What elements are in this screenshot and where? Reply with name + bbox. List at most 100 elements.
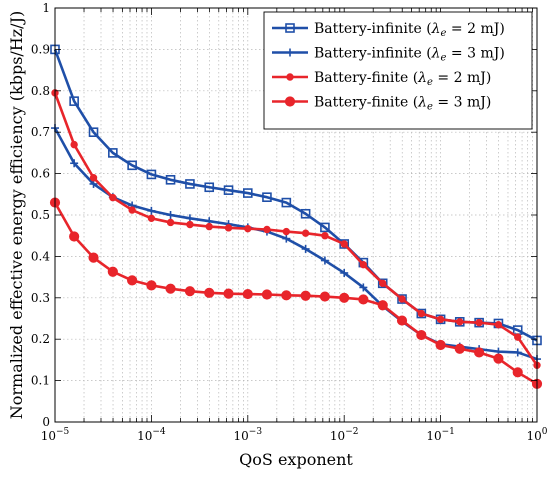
y-tick-label: 0.3 [31, 291, 50, 305]
series-3-point [263, 225, 271, 234]
series-3-point [301, 229, 310, 237]
series-4-point [512, 367, 523, 378]
series-4-point [416, 329, 427, 341]
series-1-point [88, 127, 99, 137]
series-1-point [243, 188, 253, 198]
series-1-point [165, 175, 176, 185]
series-1-point [377, 278, 388, 289]
series-4-point [261, 289, 273, 300]
series-layer [49, 44, 543, 390]
legend-label: Battery-finite (λe = 2 mJ) [314, 70, 491, 88]
legend-marker [284, 96, 296, 107]
series-1-point [262, 192, 272, 202]
series-4-point [88, 252, 99, 263]
series-1-point [146, 169, 157, 180]
series-3-point [494, 321, 503, 329]
series-1-point [204, 182, 215, 193]
series-4-point [339, 292, 350, 303]
legend-marker [285, 23, 295, 33]
y-tick-label: 0 [42, 415, 50, 429]
legend-marker [286, 48, 294, 57]
series-3-point [514, 333, 522, 341]
legend-entry-4: Battery-finite (λe = 3 mJ) [272, 95, 491, 113]
series-1-point [185, 179, 195, 189]
y-tick-label: 0.5 [31, 208, 50, 222]
x-tick-label: 10−2 [330, 427, 359, 443]
series-3-point [436, 315, 445, 324]
legend-marker [286, 73, 294, 81]
series-3-point [147, 214, 156, 223]
legend-entry-1: Battery-infinite (λe = 2 mJ) [272, 21, 505, 39]
series-1-point [300, 208, 311, 219]
series-2-point [359, 283, 368, 292]
series-1-point [69, 96, 79, 106]
x-tick-label: 10−4 [137, 427, 166, 443]
series-1-point [339, 239, 350, 249]
series-4-point [146, 280, 157, 291]
series-4-point [493, 353, 504, 364]
ticks [55, 8, 537, 422]
series-2-point [70, 159, 79, 168]
y-axis-label: Normalized effective energy efficiency (… [7, 11, 26, 419]
series-4-point [184, 286, 196, 297]
series-3-point [282, 227, 291, 236]
series-1-point [397, 294, 407, 304]
series-3-point [321, 232, 329, 240]
legend-label: Battery-finite (λe = 3 mJ) [314, 95, 491, 113]
series-2-point [320, 256, 329, 265]
series-4-point [435, 339, 446, 351]
series-4-point [319, 291, 331, 302]
series-3-point [109, 193, 117, 202]
legend-label: Battery-infinite (λe = 3 mJ) [314, 46, 505, 64]
series-4-point [204, 287, 215, 298]
y-tick-label: 0.8 [31, 84, 50, 98]
series-4-point [165, 283, 176, 294]
series-1-point [223, 185, 234, 195]
series-3-point [128, 206, 136, 214]
y-tick-label: 0.2 [31, 332, 50, 346]
series-3-point [475, 318, 483, 327]
y-tick-label: 0.4 [31, 249, 50, 263]
x-axis-label: QoS exponent [239, 450, 353, 469]
y-tick-label: 0.7 [31, 125, 50, 139]
legend-entry-3: Battery-finite (λe = 2 mJ) [272, 70, 491, 88]
series-2-point [340, 268, 349, 277]
x-tick-label: 10−1 [426, 427, 455, 443]
series-4-point [107, 266, 118, 277]
series-2-point [513, 348, 522, 357]
series-4 [49, 197, 543, 390]
series-4-point [454, 343, 465, 354]
x-tick-label: 100 [526, 427, 547, 443]
series-4-point [358, 294, 369, 305]
series-2-point [301, 244, 310, 253]
x-tick-label: 10−5 [41, 427, 70, 443]
legend-label: Battery-infinite (λe = 2 mJ) [314, 21, 505, 39]
series-3-point [70, 140, 78, 149]
legend: Battery-infinite (λe = 2 mJ) Battery-infi… [263, 11, 533, 130]
series-1-point [281, 197, 292, 208]
series-3-point [340, 240, 348, 248]
tick-labels: 0 0.1 0.2 0.3 0.4 0.5 0.6 0.7 0.8 0.9 1 10−5 10−4 10−… [31, 1, 548, 443]
series-3-point [186, 220, 194, 229]
series-4-point [242, 288, 253, 300]
y-tick-label: 1 [42, 1, 50, 15]
y-tick-label: 0.1 [31, 374, 50, 388]
series-1-point [127, 160, 137, 171]
y-tick-label: 0.6 [31, 167, 50, 181]
series-4-point [127, 275, 138, 286]
series-3-point [224, 224, 233, 232]
series-4-point [396, 315, 408, 326]
series-3-point [379, 279, 387, 288]
series-3-point [456, 318, 464, 326]
series-3-point [359, 260, 368, 269]
series-3-point [244, 224, 252, 233]
series-1-point [320, 222, 330, 233]
series-3-point [398, 295, 406, 303]
series-3-point [205, 222, 213, 231]
series-4-point [300, 290, 311, 301]
series-4-point [474, 347, 485, 358]
series-4-point [377, 300, 388, 311]
y-tick-label: 0.9 [31, 42, 50, 56]
series-2-point [166, 211, 175, 219]
